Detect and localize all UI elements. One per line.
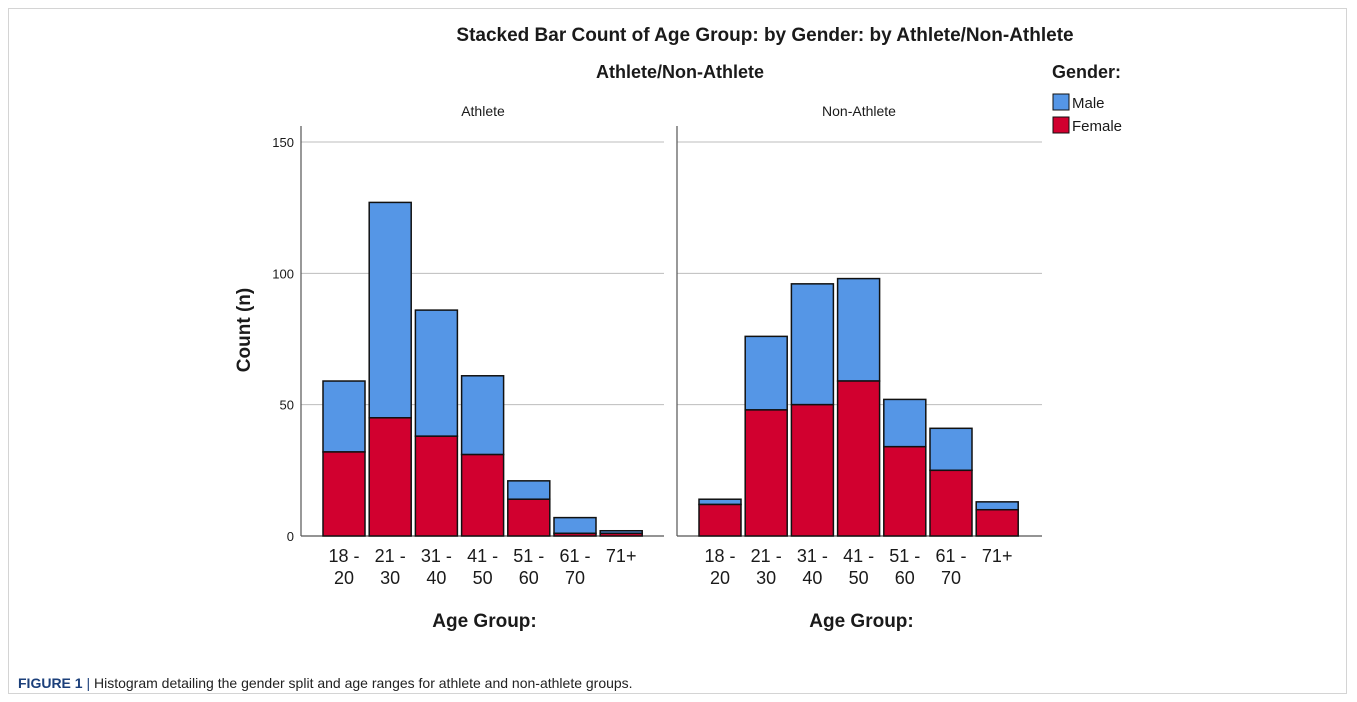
x-tick-label: 40	[802, 568, 822, 588]
x-axis-label: Age Group:	[809, 611, 914, 632]
panel-title: Athlete/Non-Athlete	[596, 62, 764, 82]
x-tick-label: 51 -	[513, 546, 544, 566]
y-tick-label: 50	[280, 398, 294, 413]
x-tick-label: 31 -	[421, 546, 452, 566]
x-tick-label: 61 -	[559, 546, 590, 566]
bar-segment-female	[553, 532, 597, 537]
bar-segment-female	[698, 503, 742, 537]
bar-segment-female	[929, 469, 973, 537]
panel-label: Non-Athlete	[822, 103, 896, 119]
x-tick-label: 60	[519, 568, 539, 588]
x-tick-label: 30	[380, 568, 400, 588]
bar-segment-male	[553, 516, 597, 535]
x-tick-label: 60	[895, 568, 915, 588]
bar-segment-male	[414, 309, 459, 437]
bar-segment-male	[975, 501, 1019, 511]
x-tick-label: 18 -	[328, 546, 359, 566]
x-tick-label: 20	[710, 568, 730, 588]
x-tick-label: 31 -	[797, 546, 828, 566]
bar-segment-male	[698, 498, 742, 506]
legend-title: Gender:	[1052, 62, 1121, 82]
x-tick-label: 51 -	[889, 546, 920, 566]
figure-caption: FIGURE 1 | Histogram detailing the gende…	[18, 675, 633, 691]
bar-segment-male	[368, 201, 412, 419]
legend-label-male: Male	[1072, 95, 1105, 112]
x-tick-label: 20	[334, 568, 354, 588]
bar-segment-female	[790, 403, 835, 537]
x-tick-label: 30	[756, 568, 776, 588]
x-tick-label: 70	[565, 568, 585, 588]
y-tick-label: 0	[287, 529, 294, 544]
x-tick-label: 70	[941, 568, 961, 588]
x-tick-label: 61 -	[935, 546, 966, 566]
y-tick-label: 100	[272, 266, 294, 281]
legend-swatch-male	[1052, 93, 1070, 111]
caption-label: FIGURE 1	[18, 675, 83, 691]
bar-segment-male	[322, 380, 366, 453]
panel-label: Athlete	[461, 103, 505, 119]
bar-segment-female	[836, 380, 881, 537]
bar-segment-female	[599, 532, 643, 537]
x-tick-label: 18 -	[704, 546, 735, 566]
x-tick-label: 40	[426, 568, 446, 588]
x-tick-label: 21 -	[375, 546, 406, 566]
chart-title: Stacked Bar Count of Age Group: by Gende…	[456, 25, 1073, 46]
x-tick-label: 71+	[982, 546, 1013, 566]
x-tick-label: 50	[473, 568, 493, 588]
bar-segment-male	[507, 480, 551, 500]
bar-segment-female	[507, 498, 551, 537]
y-tick-label: 150	[272, 135, 294, 150]
x-tick-label: 41 -	[467, 546, 498, 566]
bar-segment-female	[744, 409, 788, 537]
bar-segment-male	[836, 277, 881, 382]
bar-segment-male	[744, 335, 788, 411]
bar-segment-female	[460, 453, 505, 537]
bar-segment-male	[883, 398, 927, 448]
bar-segment-male	[790, 283, 835, 406]
x-tick-label: 21 -	[751, 546, 782, 566]
bar-segment-female	[883, 445, 927, 537]
caption-text: Histogram detailing the gender split and…	[90, 675, 633, 691]
bar-segment-female	[368, 417, 412, 537]
bar-segment-female	[414, 435, 459, 537]
x-tick-label: 71+	[606, 546, 637, 566]
x-axis-label: Age Group:	[432, 611, 537, 632]
bar-segment-male	[460, 375, 505, 456]
bar-segment-male	[929, 427, 973, 472]
bar-segment-female	[322, 451, 366, 537]
bar-segment-female	[975, 508, 1019, 537]
legend-label-female: Female	[1072, 118, 1122, 135]
y-axis-label: Count (n)	[234, 288, 255, 372]
legend-swatch-female	[1052, 116, 1070, 134]
x-tick-label: 50	[849, 568, 869, 588]
x-tick-label: 41 -	[843, 546, 874, 566]
caption-separator: |	[86, 675, 91, 691]
